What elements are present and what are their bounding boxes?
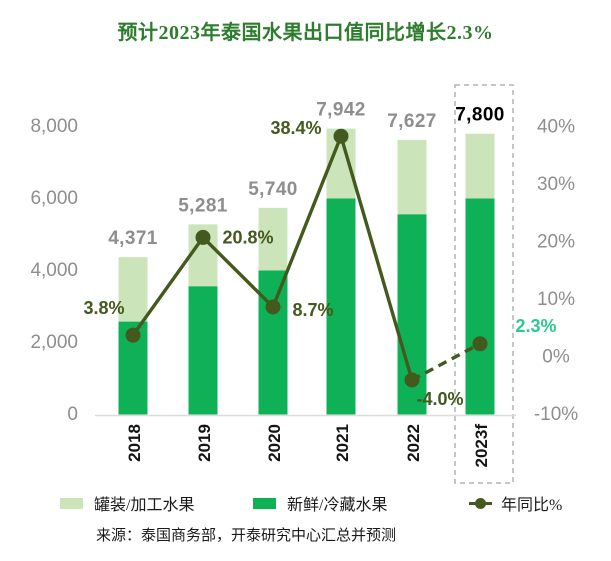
legend-label-fresh: 新鲜/冷藏水果 xyxy=(287,497,388,514)
legend-item-fresh: 新鲜/冷藏水果 xyxy=(253,491,387,515)
right-axis-tick: 20% xyxy=(537,232,575,253)
bar-fresh-2020 xyxy=(258,270,288,415)
bar-canned-2018 xyxy=(118,257,148,322)
x-label-2018: 2018 xyxy=(125,424,144,462)
yoy-label-2021: 38.4% xyxy=(270,118,321,138)
bar-canned-2023f xyxy=(465,133,495,199)
yoy-point-2018 xyxy=(125,327,141,343)
total-label-2020: 5,740 xyxy=(248,179,298,200)
bar-canned-2022 xyxy=(397,139,427,215)
yoy-point-2020 xyxy=(265,299,281,315)
legend-label-yoy: 年同比% xyxy=(501,497,563,514)
x-label-2023f: 2023f xyxy=(472,424,491,468)
legend-item-yoy: 年同比% xyxy=(469,491,562,515)
yoy-point-2022 xyxy=(404,372,420,388)
legend: 罐装/加工水果 新鲜/冷藏水果 年同比% xyxy=(0,491,611,515)
bar-canned-2020 xyxy=(258,207,288,271)
yoy-label-2018: 3.8% xyxy=(83,298,124,318)
yoy-point-2023f xyxy=(472,336,488,352)
legend-label-canned: 罐装/加工水果 xyxy=(94,497,195,514)
left-axis-tick: 8,000 xyxy=(30,116,78,137)
forecast-dashed-box xyxy=(454,84,514,484)
left-axis-tick: 4,000 xyxy=(30,260,78,281)
legend-item-canned: 罐装/加工水果 xyxy=(60,491,194,515)
left-axis-tick: 6,000 xyxy=(30,188,78,209)
total-label-2019: 5,281 xyxy=(178,195,228,216)
right-axis-tick: 30% xyxy=(537,174,575,195)
canned-swatch-icon xyxy=(60,497,83,509)
x-label-2020: 2020 xyxy=(265,424,284,462)
chart-canvas: 8,000 6,000 4,000 2,000 0 40% 30% 20% 10% 0% -10% 2… xyxy=(30,84,578,484)
x-label-2022: 2022 xyxy=(404,424,423,462)
yoy-line-dashed xyxy=(411,342,481,382)
source-note: 来源：泰国商务部，开泰研究中心汇总并预测 xyxy=(95,528,396,544)
line-dot-icon xyxy=(469,497,492,509)
total-label-2021: 7,942 xyxy=(316,100,366,121)
bar-fresh-2021 xyxy=(326,198,356,415)
yoy-label-2022: -4.0% xyxy=(416,389,463,409)
yoy-label-2020: 8.7% xyxy=(292,300,333,320)
left-axis-tick: 2,000 xyxy=(30,332,78,353)
yoy-label-2023f: 2.3% xyxy=(515,316,556,336)
bar-fresh-2019 xyxy=(188,286,218,415)
x-label-2019: 2019 xyxy=(195,424,214,462)
right-axis-tick: -10% xyxy=(534,404,578,425)
right-axis-tick: 40% xyxy=(537,117,575,138)
left-axis-tick: 0 xyxy=(67,404,78,425)
x-label-2021: 2021 xyxy=(333,424,352,462)
yoy-label-2019: 20.8% xyxy=(222,227,273,247)
bar-fresh-2023f xyxy=(465,198,495,415)
total-label-2023f: 7,800 xyxy=(455,105,505,126)
right-axis-tick: 10% xyxy=(537,289,575,310)
yoy-point-2021 xyxy=(333,128,349,144)
right-axis-tick: 0% xyxy=(542,347,570,368)
total-label-2022: 7,627 xyxy=(387,111,437,132)
total-label-2018: 4,371 xyxy=(108,228,158,249)
chart-title: 预计2023年泰国水果出口值同比增长2.3% xyxy=(117,22,494,44)
fresh-swatch-icon xyxy=(253,497,276,509)
yoy-point-2019 xyxy=(195,229,211,245)
